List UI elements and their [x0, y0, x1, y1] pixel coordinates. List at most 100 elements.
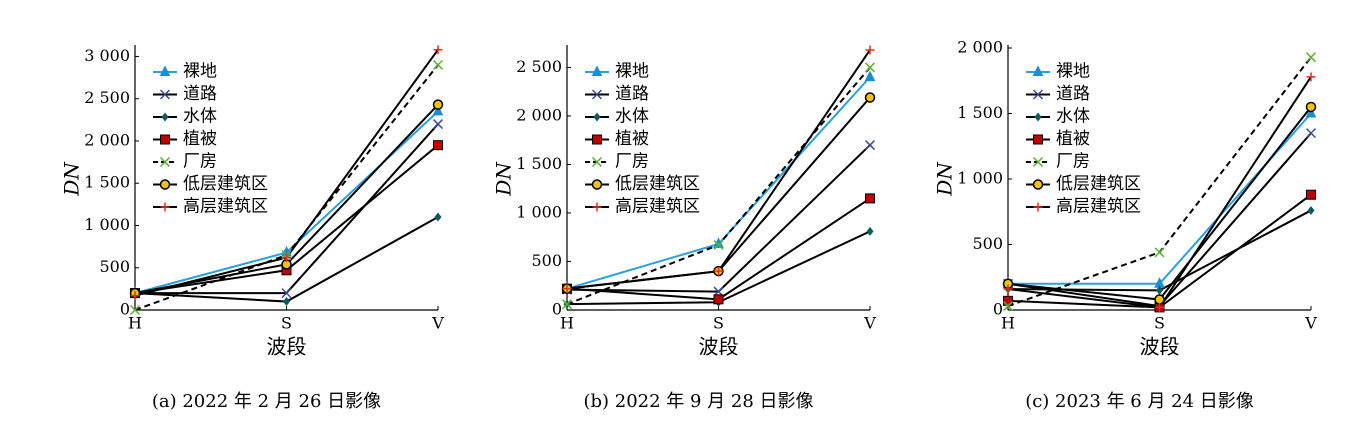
- x-axis-label: 波段: [1140, 335, 1180, 359]
- y-tick-label: 500: [99, 257, 130, 276]
- marker: [864, 70, 876, 82]
- y-tick-label: 2 500: [84, 88, 130, 107]
- y-axis-label: DN: [933, 161, 957, 197]
- marker: [1305, 101, 1317, 113]
- marker: [713, 294, 724, 305]
- x-axis-label: 波段: [267, 335, 307, 359]
- y-tick-label: 3 000: [84, 46, 130, 65]
- legend-label: 水体: [183, 107, 217, 127]
- marker: [1032, 156, 1044, 168]
- marker: [1305, 128, 1317, 139]
- legend-label: 厂房: [183, 152, 217, 172]
- legend-label: 裸地: [183, 62, 217, 82]
- y-tick-label: 1 500: [516, 154, 562, 173]
- x-tick-label: V: [1304, 314, 1317, 333]
- y-tick-label: 0: [552, 300, 562, 319]
- marker: [433, 140, 443, 151]
- marker: [160, 134, 170, 145]
- y-tick-label: 1 500: [957, 103, 1003, 122]
- legend-label: 水体: [1056, 107, 1090, 127]
- marker: [714, 266, 723, 276]
- x-tick-label: H: [560, 314, 574, 333]
- y-axis-label: DN: [492, 161, 516, 197]
- marker: [864, 62, 876, 73]
- marker: [160, 202, 170, 212]
- marker: [1156, 285, 1163, 295]
- legend-label: 植被: [1056, 129, 1090, 149]
- marker: [433, 45, 443, 55]
- marker: [864, 140, 876, 151]
- marker: [161, 112, 169, 122]
- series-line: [566, 76, 871, 290]
- marker: [434, 212, 442, 222]
- y-tick-label: 1 000: [516, 202, 562, 221]
- marker: [1032, 89, 1044, 100]
- caption: (b) 2022 年 9 月 28 日影像: [583, 391, 813, 412]
- legend-label: 植被: [183, 129, 217, 149]
- marker: [713, 239, 724, 251]
- marker: [432, 59, 444, 70]
- series-line: [1007, 106, 1312, 301]
- marker: [281, 288, 292, 299]
- marker: [562, 284, 572, 294]
- marker: [129, 304, 141, 316]
- x-tick-label: S: [1154, 314, 1165, 333]
- marker: [1306, 72, 1316, 82]
- marker: [866, 226, 874, 236]
- marker: [592, 134, 602, 145]
- marker: [865, 45, 875, 55]
- y-tick-label: 500: [972, 234, 1003, 253]
- marker: [1305, 106, 1317, 118]
- marker: [1307, 205, 1315, 215]
- legend-label: 高层建筑区: [183, 197, 268, 217]
- marker: [282, 253, 291, 263]
- marker: [1306, 189, 1316, 200]
- legend-label: 裸地: [1056, 62, 1090, 82]
- marker: [432, 99, 444, 110]
- series-line: [1008, 112, 1312, 285]
- marker: [1305, 52, 1317, 63]
- marker: [1033, 202, 1043, 212]
- legend-label: 厂房: [1056, 152, 1090, 172]
- y-tick-label: 1 500: [84, 173, 130, 192]
- marker: [159, 179, 171, 190]
- marker: [159, 89, 171, 100]
- legend-label: 裸地: [615, 62, 649, 82]
- marker: [561, 299, 573, 310]
- legend-label: 高层建筑区: [615, 197, 700, 217]
- marker: [432, 119, 444, 130]
- y-tick-label: 1 000: [957, 169, 1003, 188]
- marker: [591, 89, 603, 100]
- legend-label: 高层建筑区: [1056, 197, 1141, 217]
- marker: [1154, 247, 1165, 258]
- y-tick-label: 2 000: [84, 130, 130, 149]
- x-tick-label: H: [128, 314, 142, 333]
- marker: [432, 104, 444, 116]
- caption: (c) 2023 年 6 月 24 日影像: [1025, 391, 1254, 412]
- y-axis-label: DN: [60, 161, 84, 197]
- marker: [1003, 284, 1013, 294]
- legend-label: 道路: [1056, 84, 1090, 104]
- marker: [1032, 179, 1044, 190]
- marker: [283, 297, 290, 307]
- legend-label: 低层建筑区: [1056, 174, 1141, 194]
- y-tick-label: 2 000: [957, 38, 1003, 57]
- marker: [1032, 65, 1044, 76]
- y-tick-label: 0: [120, 300, 130, 319]
- y-tick-label: 2 500: [516, 57, 562, 76]
- series-line: [1007, 56, 1312, 308]
- marker: [130, 291, 140, 301]
- y-tick-label: 1 000: [84, 215, 130, 234]
- legend-label: 道路: [183, 84, 217, 104]
- marker: [864, 92, 876, 103]
- marker: [593, 112, 601, 122]
- marker: [159, 65, 171, 76]
- marker: [1033, 134, 1043, 145]
- legend-label: 道路: [615, 84, 649, 104]
- x-tick-label: H: [1001, 314, 1015, 333]
- y-tick-label: 2 000: [516, 105, 562, 124]
- marker: [1154, 294, 1165, 305]
- y-tick-label: 500: [531, 251, 562, 270]
- x-axis-label: 波段: [699, 335, 739, 359]
